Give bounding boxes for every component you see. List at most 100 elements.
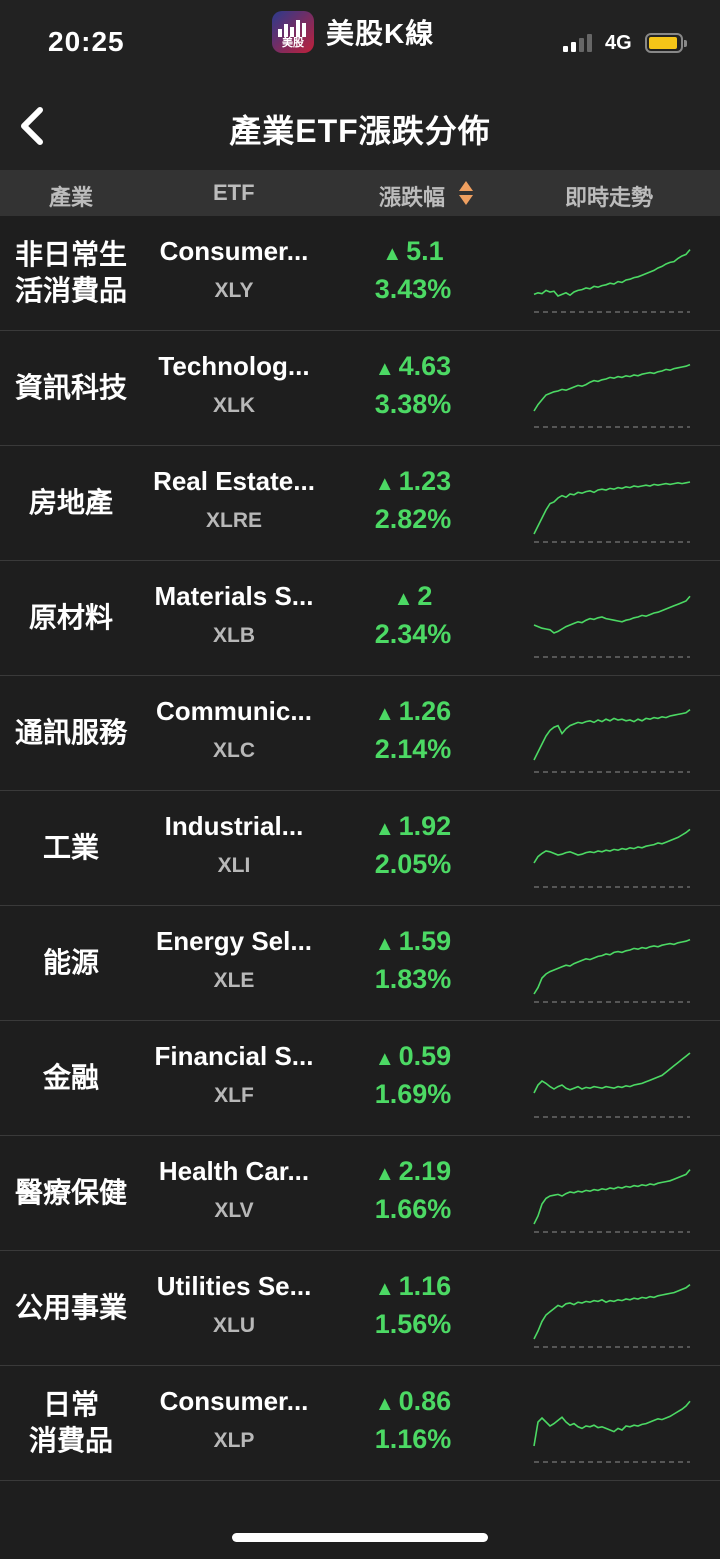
etf-symbol: XLU xyxy=(213,1314,255,1337)
status-time: 20:25 xyxy=(48,26,125,57)
etf-row[interactable]: 原材料 Materials S... XLB ▲ 2 2.34% xyxy=(0,561,720,676)
back-chevron-icon[interactable] xyxy=(14,104,54,148)
etf-row[interactable]: 工業 Industrial... XLI ▲ 1.92 2.05% xyxy=(0,791,720,906)
change-value: 2 xyxy=(417,581,433,611)
etf-symbol: XLP xyxy=(213,1429,255,1452)
change-value: 0.59 xyxy=(398,1041,452,1071)
industry-name: 資訊科技 xyxy=(14,372,127,403)
sparkline-chart xyxy=(533,1052,691,1118)
sparkline-chart xyxy=(533,708,691,773)
etf-cell: Consumer... XLP xyxy=(140,1386,328,1453)
etf-symbol: XLF xyxy=(214,1084,254,1107)
change-cell: ▲ 0.86 1.16% xyxy=(338,1386,488,1455)
industry-name: 非日常生 活消費品 xyxy=(14,239,127,306)
column-etf: ETF xyxy=(213,180,255,205)
etf-symbol: XLRE xyxy=(205,509,262,532)
etf-cell: Materials S... XLB xyxy=(140,581,328,648)
change-percent: 1.83% xyxy=(374,964,452,994)
industry-name: 醫療保健 xyxy=(14,1177,127,1208)
up-triangle-icon: ▲ xyxy=(374,933,395,955)
sparkline-chart xyxy=(533,595,691,658)
etf-name: Technolog... xyxy=(158,351,310,381)
change-cell: ▲ 0.59 1.69% xyxy=(338,1041,488,1110)
sparkline-series xyxy=(533,828,691,864)
sparkline-series xyxy=(533,363,691,412)
app-badge: 美股 美股K線 xyxy=(272,10,434,54)
sparkline-series xyxy=(533,595,691,634)
nav-bar: 產業ETF漲跌分佈 xyxy=(0,80,720,170)
etf-row[interactable]: 日常 消費品 Consumer... XLP ▲ 0.86 1.16% xyxy=(0,1366,720,1481)
change-percent: 2.14% xyxy=(374,734,452,764)
change-cell: ▲ 1.23 2.82% xyxy=(338,466,488,535)
up-triangle-icon: ▲ xyxy=(374,1163,395,1185)
sort-arrows-icon[interactable] xyxy=(456,176,476,210)
industry-name: 通訊服務 xyxy=(14,717,127,748)
change-cell: ▲ 5.1 3.43% xyxy=(338,236,488,305)
etf-cell: Financial S... XLF xyxy=(140,1041,328,1108)
industry-name: 房地產 xyxy=(28,487,113,518)
up-triangle-icon: ▲ xyxy=(374,703,395,725)
sparkline-chart xyxy=(533,828,691,888)
up-triangle-icon: ▲ xyxy=(393,588,414,610)
sparkline-series xyxy=(533,938,691,995)
sparkline-series xyxy=(533,1400,691,1447)
etf-row[interactable]: 能源 Energy Sel... XLE ▲ 1.59 1.83% xyxy=(0,906,720,1021)
etf-cell: Industrial... XLI xyxy=(140,811,328,878)
change-percent: 1.69% xyxy=(374,1079,452,1109)
etf-name: Health Car... xyxy=(158,1156,310,1186)
etf-row[interactable]: 資訊科技 Technolog... XLK ▲ 4.63 3.38% xyxy=(0,331,720,446)
up-triangle-icon: ▲ xyxy=(382,243,403,265)
sparkline-chart xyxy=(533,938,691,1003)
change-cell: ▲ 4.63 3.38% xyxy=(338,351,488,420)
etf-row[interactable]: 醫療保健 Health Car... XLV ▲ 2.19 1.66% xyxy=(0,1136,720,1251)
battery-icon xyxy=(645,33,687,53)
change-value: 1.23 xyxy=(398,466,452,496)
etf-name: Materials S... xyxy=(154,581,314,611)
etf-symbol: XLC xyxy=(213,739,255,762)
change-percent: 3.38% xyxy=(374,389,452,419)
change-percent: 3.43% xyxy=(374,274,452,304)
up-triangle-icon: ▲ xyxy=(374,1048,395,1070)
etf-name: Utilities Se... xyxy=(156,1271,312,1301)
etf-cell: Energy Sel... XLE xyxy=(140,926,328,993)
etf-name: Financial S... xyxy=(154,1041,314,1071)
change-cell: ▲ 1.26 2.14% xyxy=(338,696,488,765)
change-value: 2.19 xyxy=(398,1156,452,1186)
change-value: 1.16 xyxy=(398,1271,452,1301)
app-logo-icon: 美股 xyxy=(272,11,314,53)
etf-row[interactable]: 房地產 Real Estate... XLRE ▲ 1.23 2.82% xyxy=(0,446,720,561)
etf-name: Communic... xyxy=(155,696,312,726)
etf-cell: Communic... XLC xyxy=(140,696,328,763)
up-triangle-icon: ▲ xyxy=(374,818,395,840)
change-value: 5.1 xyxy=(406,236,444,266)
change-value: 1.59 xyxy=(398,926,452,956)
etf-name: Consumer... xyxy=(159,1386,309,1416)
up-triangle-icon: ▲ xyxy=(374,1278,395,1300)
industry-name: 工業 xyxy=(42,832,99,863)
etf-symbol: XLE xyxy=(213,969,255,992)
change-cell: ▲ 2 2.34% xyxy=(338,581,488,650)
sparkline-chart xyxy=(533,1283,691,1348)
column-trend: 即時走勢 xyxy=(565,185,654,210)
signal-icon xyxy=(563,34,592,52)
change-percent: 2.05% xyxy=(374,849,452,879)
home-indicator[interactable] xyxy=(232,1533,488,1542)
up-triangle-icon: ▲ xyxy=(374,358,395,380)
change-percent: 1.66% xyxy=(374,1194,452,1224)
column-change-sort[interactable]: 漲跌幅 xyxy=(379,185,446,210)
status-bar: 20:25 美股 美股K線 4G xyxy=(0,0,720,80)
app-logo-text: 美股 xyxy=(282,37,304,49)
etf-row[interactable]: 公用事業 Utilities Se... XLU ▲ 1.16 1.56% xyxy=(0,1251,720,1366)
etf-row[interactable]: 金融 Financial S... XLF ▲ 0.59 1.69% xyxy=(0,1021,720,1136)
etf-row[interactable]: 通訊服務 Communic... XLC ▲ 1.26 2.14% xyxy=(0,676,720,791)
up-triangle-icon: ▲ xyxy=(374,1393,395,1415)
industry-name: 能源 xyxy=(42,947,99,978)
etf-list: 非日常生 活消費品 Consumer... XLY ▲ 5.1 3.43% 資訊科技 Techn… xyxy=(0,216,720,1481)
change-cell: ▲ 2.19 1.66% xyxy=(338,1156,488,1225)
etf-row[interactable]: 非日常生 活消費品 Consumer... XLY ▲ 5.1 3.43% xyxy=(0,216,720,331)
sparkline-chart xyxy=(533,481,691,543)
column-header: 產業 ETF 漲跌幅 即時走勢 xyxy=(0,170,720,216)
change-cell: ▲ 1.16 1.56% xyxy=(338,1271,488,1340)
sparkline-chart xyxy=(533,249,691,313)
change-value: 0.86 xyxy=(398,1386,452,1416)
